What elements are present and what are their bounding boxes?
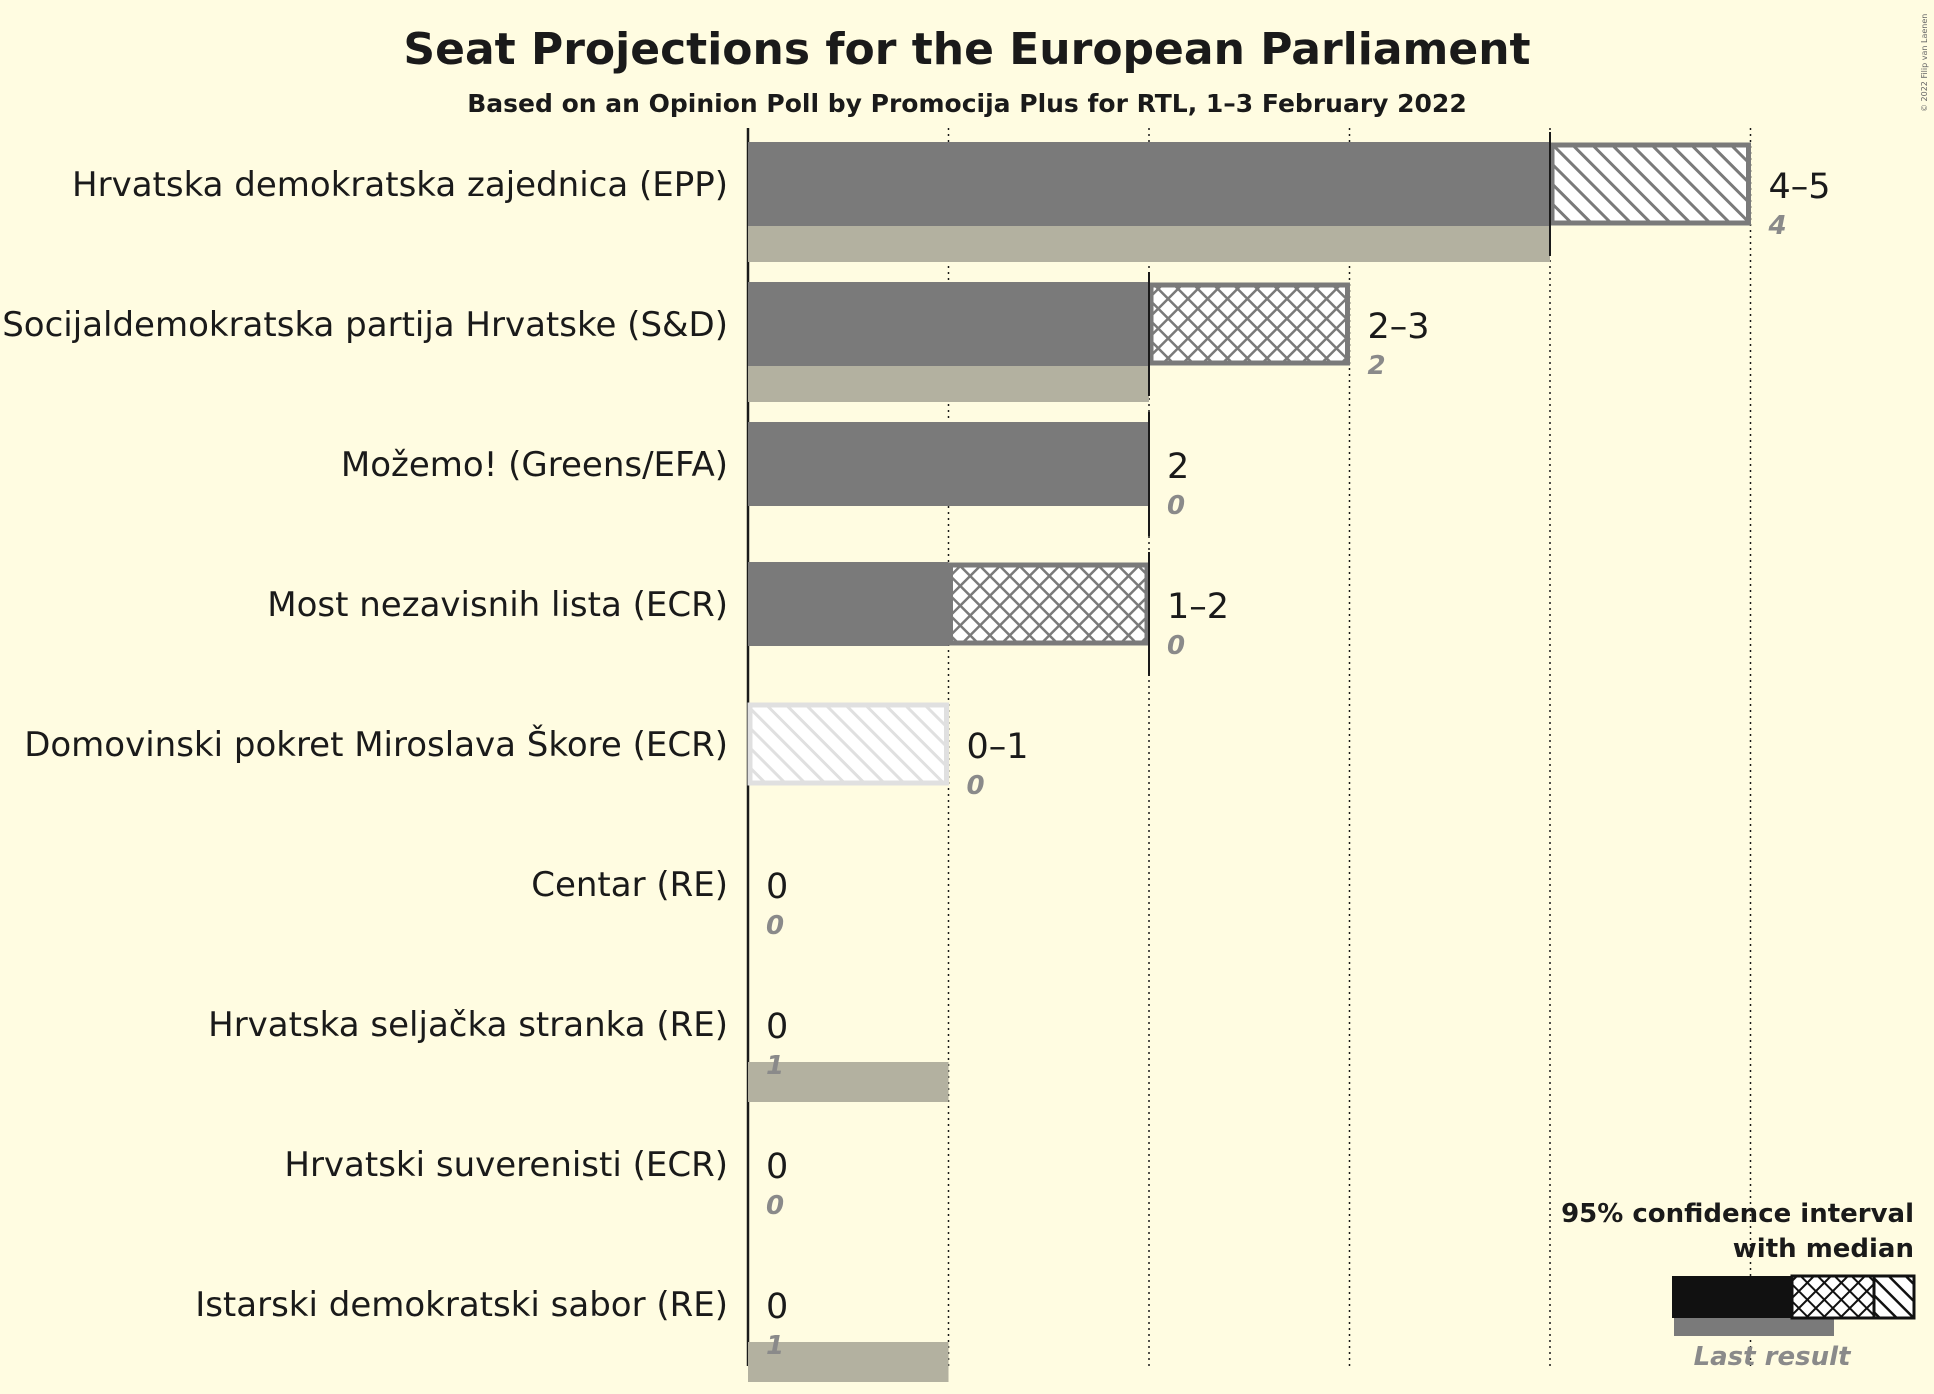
- party-label: Istarski demokratski sabor (RE): [195, 1285, 728, 1325]
- last-result-bar: [748, 362, 1149, 402]
- confidence-interval-bar: [1148, 282, 1350, 366]
- last-result-label: 1: [766, 1331, 784, 1361]
- seat-range-label: 4–5: [1769, 167, 1831, 207]
- median-bar: [748, 422, 1149, 506]
- party-label: Centar (RE): [531, 865, 728, 905]
- legend: 95% confidence interval with median Last…: [1561, 1199, 1916, 1372]
- confidence-interval-bar: [747, 702, 949, 786]
- seat-range-label: 0: [766, 1007, 788, 1047]
- seat-range-label: 0: [766, 867, 788, 907]
- seat-range-label: 1–2: [1167, 587, 1229, 627]
- last-result-bar: [748, 1062, 949, 1102]
- last-result-bar: [748, 1342, 949, 1382]
- legend-hatch-swatch: [1872, 1274, 1916, 1320]
- confidence-interval-bar: [948, 562, 1150, 646]
- seat-range-label: 0: [766, 1287, 788, 1327]
- legend-last-result-swatch: [1674, 1316, 1834, 1336]
- labels-layer: Hrvatska demokratska zajednica (EPP) 4–5 4…: [2, 165, 1830, 1361]
- confidence-interval-bar: [1549, 142, 1751, 226]
- copyright-notice: © 2022 Filip van Laenen: [1920, 14, 1929, 112]
- party-label: Možemo! (Greens/EFA): [341, 445, 728, 485]
- last-result-label: 0: [967, 771, 985, 801]
- median-bar: [748, 282, 1149, 366]
- party-label: Domovinski pokret Miroslava Škore (ECR): [24, 724, 728, 765]
- party-label: Hrvatska demokratska zajednica (EPP): [72, 165, 728, 205]
- legend-median-swatch: [1672, 1276, 1792, 1318]
- median-bar: [748, 142, 1550, 226]
- last-result-bar: [748, 222, 1550, 262]
- last-result-label: 2: [1368, 351, 1386, 381]
- seat-range-label: 2: [1167, 447, 1189, 487]
- legend-ci-line1: 95% confidence interval: [1561, 1199, 1914, 1229]
- seat-range-label: 0–1: [967, 727, 1029, 767]
- last-result-label: 1: [766, 1051, 784, 1081]
- legend-ci-line2: with median: [1733, 1234, 1914, 1264]
- legend-last-result-label: Last result: [1694, 1342, 1852, 1372]
- chart-subtitle: Based on an Opinion Poll by Promocija Pl…: [467, 89, 1466, 118]
- party-label: Socijaldemokratska partija Hrvatske (S&D…: [2, 305, 728, 345]
- party-label: Hrvatski suverenisti (ECR): [284, 1145, 728, 1185]
- last-result-label: 0: [1167, 631, 1185, 661]
- last-result-label: 4: [1768, 211, 1787, 241]
- last-result-label: 0: [1167, 491, 1185, 521]
- legend-crosshatch-swatch: [1790, 1274, 1876, 1320]
- seat-range-label: 2–3: [1368, 307, 1430, 347]
- party-label: Most nezavisnih lista (ECR): [267, 585, 728, 625]
- bars-layer: [747, 132, 1751, 1382]
- last-result-label: 0: [766, 1191, 784, 1221]
- seat-range-label: 0: [766, 1147, 788, 1187]
- party-label: Hrvatska seljačka stranka (RE): [208, 1005, 728, 1045]
- median-bar: [748, 562, 949, 646]
- last-result-label: 0: [766, 911, 784, 941]
- chart-title: Seat Projections for the European Parlia…: [403, 24, 1530, 75]
